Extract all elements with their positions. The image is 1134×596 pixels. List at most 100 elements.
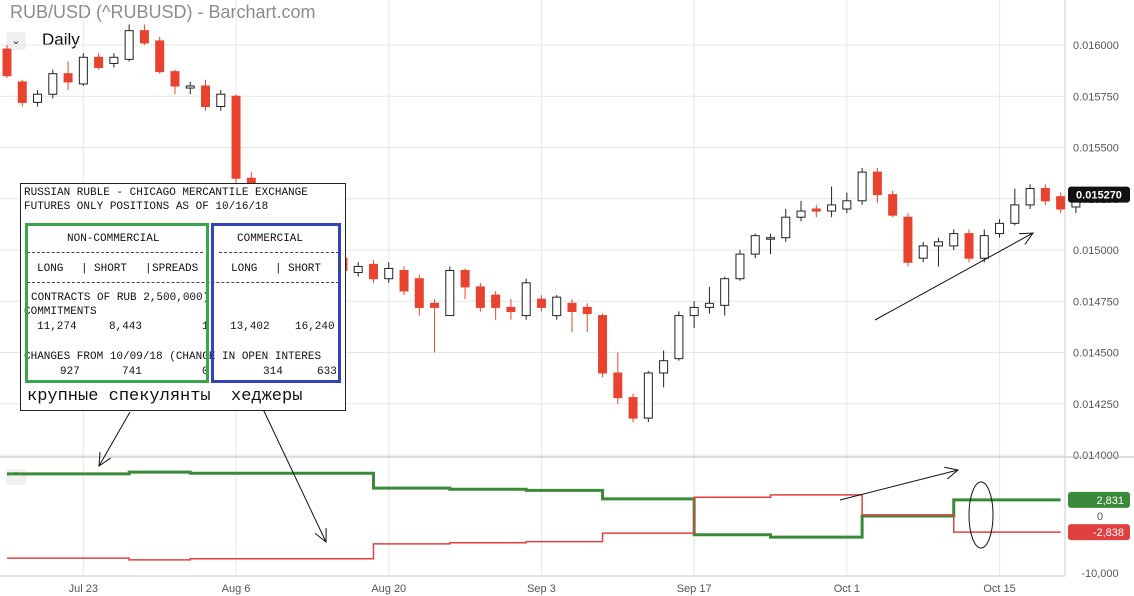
- x-tick-label: Jul 23: [69, 583, 98, 595]
- candle-body: [689, 306, 699, 317]
- sub-y-tick-label: 0: [1097, 511, 1103, 523]
- cot-changes-long-commercial: 314: [263, 366, 283, 378]
- cot-commitments-short: 8,443: [109, 321, 143, 333]
- candle-body: [918, 245, 928, 259]
- x-tick-label: Oct 1: [834, 583, 860, 595]
- candle-body: [628, 397, 638, 419]
- cot-commercial-header: COMMERCIAL: [237, 233, 304, 245]
- candle-body: [552, 296, 562, 317]
- column-separator: |: [81, 263, 88, 275]
- candle-body: [521, 282, 531, 317]
- candle-body: [735, 253, 745, 280]
- candle-body: [857, 171, 867, 202]
- cot-commitments-long: 11,274: [37, 321, 77, 333]
- candle-body: [155, 40, 165, 73]
- candle-body: [48, 73, 58, 95]
- x-tick-label: Sep 3: [527, 583, 556, 595]
- candle-body: [796, 210, 806, 218]
- candle-body: [2, 48, 12, 77]
- y-tick-label: 0.014500: [1073, 348, 1119, 360]
- candle-body: [399, 270, 409, 292]
- candle-body: [750, 235, 760, 255]
- arrow-line: [98, 411, 131, 467]
- cot-noncommercial-header: NON-COMMERCIAL: [67, 233, 160, 245]
- candle-body: [170, 71, 180, 87]
- speculators-arrow: [98, 411, 131, 467]
- candle-body: [979, 235, 989, 259]
- speculators-annotation: крупные спекулянты: [27, 387, 211, 406]
- candle-body: [582, 306, 592, 315]
- cot-contracts-line: CONTRACTS OF RUB 2,500,000): [31, 292, 210, 304]
- series-value-label: 2,831: [1096, 495, 1124, 507]
- candle-body: [933, 241, 943, 247]
- x-tick-label: Sep 17: [677, 583, 712, 595]
- y-tick-label: 0.014000: [1073, 450, 1119, 462]
- cot-commitments-short-commercial: 16,240: [295, 321, 335, 333]
- last-price-label: 0.015270: [1076, 190, 1122, 202]
- cot-changes-short: 741: [122, 366, 142, 378]
- hedgers-annotation: хеджеры: [231, 387, 303, 406]
- candle-body: [598, 315, 608, 374]
- candle-body: [353, 265, 363, 274]
- y-tick-label: 0.015750: [1073, 91, 1119, 103]
- cot-commitments-long-commercial: 13,402: [230, 321, 270, 333]
- arrow-line: [262, 408, 327, 543]
- highlight-ellipse: [968, 481, 994, 549]
- candle-body: [139, 30, 149, 44]
- candle-body: [430, 302, 440, 308]
- series-value-label: -2,838: [1093, 527, 1124, 539]
- candle-body: [368, 263, 378, 280]
- candle-body: [445, 270, 455, 317]
- arrow-head: [98, 451, 111, 467]
- hedgers-arrow: [262, 408, 327, 544]
- candle-body: [216, 93, 226, 107]
- y-tick-label: 0.015500: [1073, 143, 1119, 155]
- divider: [27, 252, 203, 253]
- cot-col-short-commercial: SHORT: [288, 263, 322, 275]
- cot-trend-arrow: [839, 466, 960, 501]
- cot-col-long-commercial: LONG: [231, 263, 258, 275]
- divider: [27, 282, 339, 283]
- candle-body: [949, 233, 959, 247]
- arrow-line: [874, 232, 1034, 321]
- candle-body: [964, 233, 974, 259]
- cot-commitments-label: COMMITMENTS: [24, 306, 97, 318]
- candle-body: [704, 302, 714, 308]
- candle-body: [109, 56, 119, 64]
- candle-body: [33, 93, 43, 103]
- candle-body: [491, 294, 501, 308]
- candle-body: [1040, 188, 1050, 202]
- arrow-head: [314, 527, 327, 544]
- last-price-badge: [1068, 186, 1130, 203]
- noncommercial-highlight: [25, 223, 209, 383]
- candle-body: [536, 298, 546, 308]
- candle-body: [827, 204, 837, 212]
- cot-col-short: SHORT: [94, 263, 128, 275]
- cot-header-line2: FUTURES ONLY POSITIONS AS OF 10/16/18: [24, 201, 269, 213]
- commercial-net-line: [7, 494, 1061, 561]
- candle-body: [781, 216, 791, 239]
- candle-body: [475, 286, 485, 308]
- candle-body: [1025, 188, 1035, 206]
- candle-body: [384, 267, 394, 280]
- candle-body: [766, 237, 775, 240]
- noncommercial-net-line: [7, 470, 1061, 539]
- candle-body: [567, 302, 577, 312]
- chart-title: RUB/USD (^RUBUSD) - Barchart.com: [10, 2, 316, 22]
- candle-body: [185, 85, 195, 89]
- y-tick-label: 0.014250: [1073, 399, 1119, 411]
- cot-report-box: RUSSIAN RUBLE - CHICAGO MERCANTILE EXCHA…: [20, 183, 346, 411]
- candle-body: [460, 270, 470, 288]
- x-tick-label: Aug 6: [222, 583, 251, 595]
- candle-body: [659, 360, 669, 374]
- candle-body: [78, 56, 88, 85]
- y-tick-label: 0.016000: [1073, 40, 1119, 52]
- candle-body: [414, 278, 424, 308]
- cot-header-line1: RUSSIAN RUBLE - CHICAGO MERCANTILE EXCHA…: [24, 187, 308, 199]
- candle-body: [720, 278, 730, 306]
- candle-body: [995, 222, 1005, 235]
- chevron-down-icon: ⌄: [11, 35, 21, 47]
- candle-body: [1056, 196, 1066, 210]
- candle-body: [201, 85, 211, 107]
